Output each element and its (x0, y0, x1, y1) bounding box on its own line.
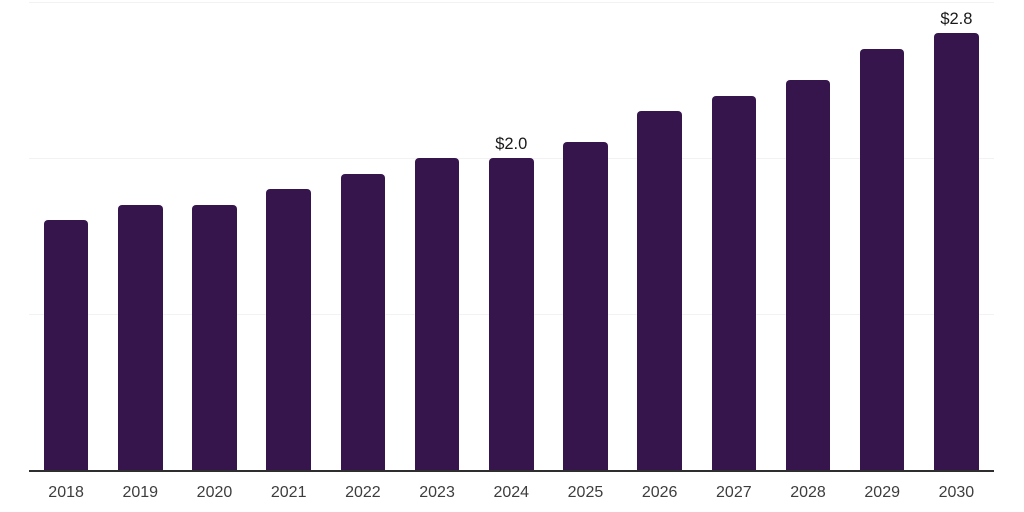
x-tick-label-2018: 2018 (48, 484, 84, 501)
bar-2021[interactable] (266, 189, 311, 470)
bar-2025[interactable] (563, 142, 608, 470)
bar-2027[interactable] (711, 95, 757, 470)
bar-2028[interactable] (785, 80, 831, 470)
x-tick-label-2027: 2027 (716, 484, 752, 501)
bar-2019[interactable] (118, 204, 163, 470)
x-tick-label-2021: 2021 (270, 484, 307, 501)
bar-2029[interactable] (859, 48, 905, 470)
x-tick-label-2025: 2025 (567, 484, 604, 501)
x-tick-label-2023: 2023 (419, 484, 455, 501)
x-tick-label-2029: 2029 (864, 484, 900, 501)
bar-2030[interactable] (934, 33, 979, 470)
x-tick-label-2026: 2026 (641, 484, 678, 501)
data-label-2030: $2.8 (940, 10, 973, 29)
data-label-2024: $2.0 (495, 135, 528, 153)
x-tick-label-2024: 2024 (493, 484, 530, 501)
x-tick-label-2030: 2030 (938, 484, 975, 501)
bar-2018[interactable] (43, 220, 89, 470)
gridline-3 (29, 2, 994, 3)
x-tick-label-2022: 2022 (345, 484, 381, 501)
x-tick-label-2020: 2020 (196, 484, 233, 501)
bar-2023[interactable] (414, 158, 460, 470)
bar-2024[interactable] (489, 158, 534, 470)
bar-2026[interactable] (637, 111, 682, 470)
bar-2020[interactable] (192, 204, 237, 470)
x-tick-label-2019: 2019 (122, 484, 159, 501)
x-tick-label-2028: 2028 (790, 484, 826, 501)
bar-2022[interactable] (340, 173, 386, 470)
x-axis-line (29, 470, 994, 472)
